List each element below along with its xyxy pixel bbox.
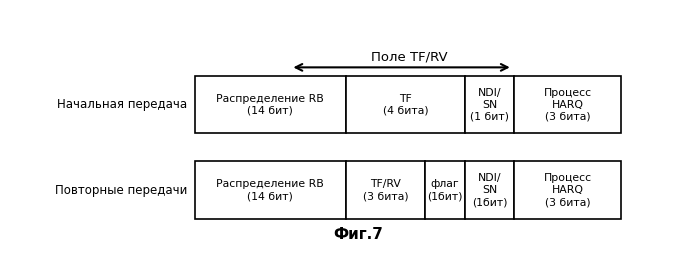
Bar [514, 76, 621, 134]
Bar [194, 161, 346, 219]
Text: Распределение RB
(14 бит): Распределение RB (14 бит) [217, 179, 324, 201]
Text: Повторные передачи: Повторные передачи [55, 183, 187, 196]
Bar [194, 76, 346, 134]
Bar [346, 76, 466, 134]
Text: Процесс
HARQ
(3 бита): Процесс HARQ (3 бита) [544, 88, 592, 122]
Text: NDI/
SN
(1бит): NDI/ SN (1бит) [472, 173, 507, 207]
Text: TF/RV
(3 бита): TF/RV (3 бита) [363, 179, 408, 201]
Text: флаг
(1бит): флаг (1бит) [427, 179, 463, 201]
Bar [425, 161, 466, 219]
Text: TF
(4 бита): TF (4 бита) [383, 94, 428, 116]
Text: Фиг.7: Фиг.7 [333, 227, 383, 242]
Bar [514, 161, 621, 219]
Bar [466, 161, 514, 219]
Text: Распределение RB
(14 бит): Распределение RB (14 бит) [217, 94, 324, 116]
Text: Начальная передача: Начальная передача [57, 98, 187, 111]
Text: NDI/
SN
(1 бит): NDI/ SN (1 бит) [470, 88, 510, 122]
Text: Процесс
HARQ
(3 бита): Процесс HARQ (3 бита) [544, 173, 592, 207]
Text: Поле TF/RV: Поле TF/RV [371, 50, 448, 63]
Bar [346, 161, 425, 219]
Bar [466, 76, 514, 134]
